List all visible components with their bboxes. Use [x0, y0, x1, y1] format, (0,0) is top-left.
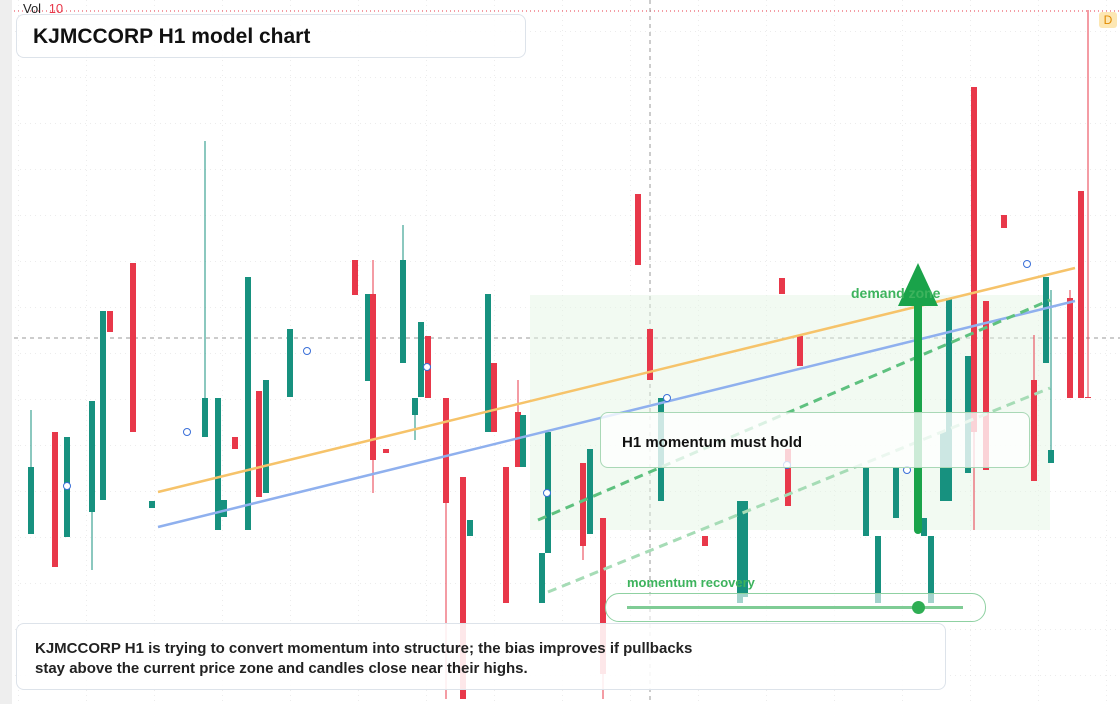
candle-body — [460, 477, 466, 699]
vol-header: Vol 10 — [23, 1, 63, 16]
vol-label: Vol — [23, 1, 42, 16]
candle-body — [1001, 215, 1007, 228]
candle-body — [928, 536, 934, 603]
candle-body — [1067, 298, 1073, 398]
candle-body — [370, 294, 376, 460]
vol-value: 10 — [48, 1, 64, 16]
candle-body — [28, 467, 34, 534]
candle-body — [635, 194, 641, 265]
candle-body — [1078, 191, 1084, 398]
candle-body — [1085, 397, 1091, 398]
candle-body — [702, 536, 708, 546]
candle-body — [89, 401, 95, 512]
callout: H1 momentum must hold — [622, 434, 803, 451]
candle-body — [287, 329, 293, 397]
marker — [63, 482, 71, 490]
candle-body — [797, 336, 803, 366]
candle-body — [232, 437, 238, 449]
marker — [303, 347, 311, 355]
candle-body — [520, 415, 526, 467]
candle-body — [365, 294, 371, 381]
candle-body — [1031, 380, 1037, 481]
candle-body — [443, 398, 449, 503]
marker — [183, 428, 191, 436]
candle-body — [893, 467, 899, 518]
chart-title: KJMCCORP H1 model chart — [33, 25, 311, 48]
badge: D — [1099, 12, 1117, 28]
marker — [543, 489, 551, 497]
candle-body — [107, 311, 113, 332]
candle-body — [785, 449, 791, 506]
candle-body — [863, 467, 869, 536]
candle-body — [503, 467, 509, 603]
candle-body — [921, 518, 927, 536]
trendline — [537, 298, 1051, 522]
candle-body — [412, 398, 418, 415]
left-rail — [0, 0, 12, 704]
candle-body — [875, 536, 881, 603]
marker — [1023, 260, 1031, 268]
note-box: KJMCCORP H1 is trying to convert momentu… — [16, 623, 946, 690]
candle-body — [485, 294, 491, 432]
candle-body — [215, 398, 221, 530]
candle-body — [1043, 277, 1049, 363]
slider-knob — [912, 601, 925, 614]
candle-body — [256, 391, 262, 497]
note-line: KJMCCORP H1 is trying to convert momentu… — [35, 640, 693, 657]
candle-body — [352, 260, 358, 295]
slider-track — [627, 606, 963, 609]
candle-body — [587, 449, 593, 534]
candle-body — [149, 501, 155, 508]
candle-body — [491, 363, 497, 432]
candle-body — [580, 463, 586, 546]
zone-label: demand zone — [851, 285, 941, 301]
marker — [663, 394, 671, 402]
candle-body — [600, 518, 606, 674]
candle-body — [383, 449, 389, 453]
candle-body — [467, 520, 473, 536]
note-line: stay above the current price zone and ca… — [35, 660, 528, 677]
candle-body — [418, 322, 424, 397]
candle-body — [983, 301, 989, 470]
candle-body — [130, 263, 136, 432]
candle-body — [245, 277, 251, 530]
candle-body — [539, 553, 545, 603]
candle-body — [971, 87, 977, 432]
candle-body — [400, 260, 406, 363]
candle-body — [202, 398, 208, 437]
candle-body — [221, 500, 227, 517]
candle-body — [263, 380, 269, 493]
candle-body — [647, 329, 653, 380]
marker — [423, 363, 431, 371]
callout-box: H1 momentum must hold — [600, 412, 1030, 468]
slider-box — [605, 593, 986, 622]
candle-body — [742, 501, 748, 597]
candle-body — [1048, 450, 1054, 463]
candle-body — [737, 501, 743, 603]
candle-body — [100, 311, 106, 500]
title-box: KJMCCORP H1 model chart — [16, 14, 526, 58]
arrow-head — [898, 263, 938, 306]
candle-body — [946, 298, 952, 501]
candle-body — [52, 432, 58, 567]
slider-label: momentum recovery — [627, 575, 755, 590]
candle-body — [779, 278, 785, 294]
